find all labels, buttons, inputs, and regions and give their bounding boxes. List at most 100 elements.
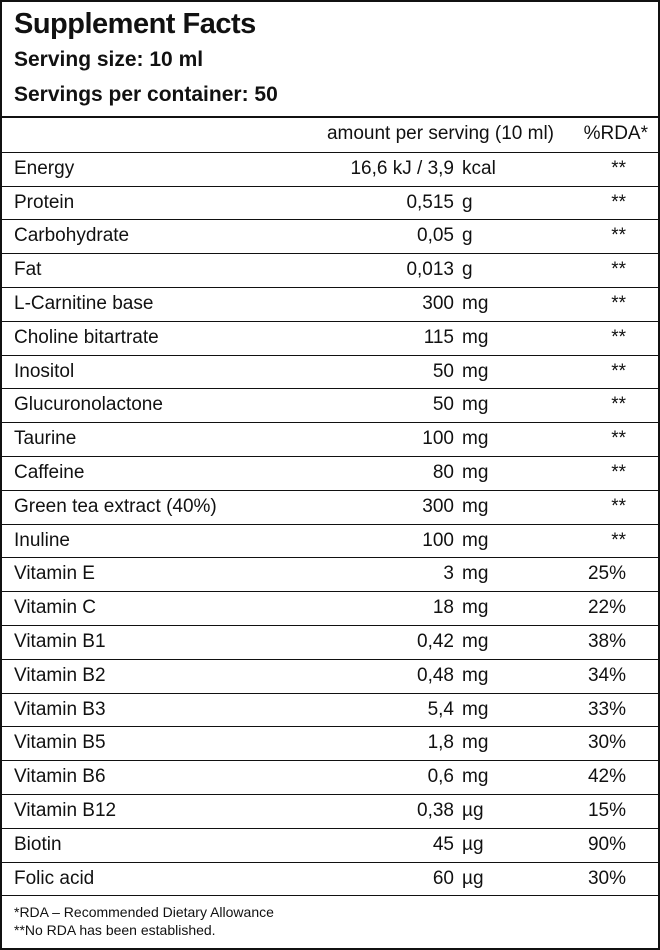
nutrient-name: Caffeine <box>14 462 85 483</box>
row-divider <box>2 625 658 626</box>
rda: ** <box>611 529 626 551</box>
unit: µg <box>462 867 484 889</box>
nutrient-name: Vitamin B5 <box>14 732 106 754</box>
unit: mg <box>462 563 489 585</box>
amount: 0,515 <box>406 191 454 213</box>
nutrient-name: Taurine <box>14 428 77 450</box>
unit: mg <box>462 495 489 517</box>
rda: 22% <box>587 597 626 619</box>
row-divider <box>2 151 658 153</box>
unit: mg <box>462 732 489 754</box>
rda: 33% <box>587 698 626 720</box>
nutrient-name: Protein <box>14 191 75 213</box>
row-divider <box>2 422 658 424</box>
column-header: amount per serving (10 ml) <box>326 123 554 144</box>
amount: 60 <box>432 867 454 889</box>
nutrient-name: Choline bitartrate <box>14 326 159 348</box>
rda: 15% <box>587 800 626 821</box>
rda: ** <box>611 394 626 416</box>
unit: mg <box>462 293 489 314</box>
unit: mg <box>462 428 489 450</box>
amount: 300 <box>422 495 454 517</box>
row-divider <box>2 591 658 593</box>
row-divider <box>2 287 658 288</box>
nutrient-name: Vitamin B12 <box>14 800 117 821</box>
row-divider <box>2 658 658 660</box>
nutrient-name: Vitamin B3 <box>14 698 106 720</box>
nutrient-name: Vitamin C <box>14 597 97 619</box>
row-divider <box>2 523 658 525</box>
rda: ** <box>611 326 626 348</box>
amount: 5,4 <box>427 698 454 720</box>
amount: 18 <box>432 597 454 619</box>
row-divider <box>2 726 658 728</box>
rda: ** <box>611 225 626 247</box>
unit: mg <box>462 529 489 551</box>
rda: 42% <box>587 766 626 788</box>
amount: 50 <box>432 360 454 382</box>
amount: 0,013 <box>406 259 454 281</box>
divider <box>2 116 658 118</box>
unit: µg <box>462 800 484 821</box>
servings-per-container: Servings per container: 50 <box>14 83 278 106</box>
nutrient-name: Glucuronolactone <box>14 394 163 416</box>
row-divider <box>2 320 658 322</box>
nutrient-name: Green tea extract (40%) <box>14 495 217 517</box>
amount: 300 <box>422 293 454 314</box>
nutrient-name: Folic acid <box>14 867 95 889</box>
row-divider <box>2 388 658 390</box>
footnote: **No RDA has been established. <box>14 922 216 939</box>
rda: ** <box>611 462 626 483</box>
rda: 30% <box>587 732 626 754</box>
rda: ** <box>611 191 626 213</box>
amount: 100 <box>422 529 454 551</box>
row-divider <box>2 253 658 255</box>
unit: mg <box>462 326 489 348</box>
unit: mg <box>462 698 489 720</box>
serving-size: Serving size: 10 ml <box>14 48 204 71</box>
amount: 45 <box>432 833 454 855</box>
unit: g <box>462 191 473 213</box>
row-divider <box>2 185 658 187</box>
nutrient-name: Vitamin B2 <box>14 664 106 686</box>
nutrient-name: Vitamin E <box>14 563 95 585</box>
unit: g <box>462 225 473 247</box>
nutrient-name: L-Carnitine base <box>14 293 154 314</box>
nutrient-name: Energy <box>14 157 75 179</box>
footnote: *RDA – Recommended Dietary Allowance <box>14 904 274 921</box>
row-divider <box>2 760 658 762</box>
rda: 30% <box>587 867 626 889</box>
rda: 25% <box>587 563 626 585</box>
unit: mg <box>462 631 489 652</box>
row-divider <box>2 219 658 221</box>
nutrient-name: Inuline <box>14 529 70 551</box>
unit: mg <box>462 664 489 686</box>
row-divider <box>2 456 658 457</box>
unit: mg <box>462 597 489 619</box>
row-divider <box>2 354 658 356</box>
rda: 38% <box>587 631 626 652</box>
rda: ** <box>611 428 626 450</box>
unit: mg <box>462 462 489 483</box>
amount: 0,38 <box>417 800 454 821</box>
amount: 0,05 <box>417 225 454 247</box>
rda: 90% <box>587 833 626 855</box>
amount: 80 <box>432 462 454 483</box>
row-divider <box>2 557 658 559</box>
rda: ** <box>611 495 626 517</box>
amount: 0,6 <box>427 766 454 788</box>
row-divider <box>2 489 658 491</box>
unit: g <box>462 259 473 281</box>
nutrient-name: Vitamin B1 <box>14 631 106 652</box>
amount: 0,48 <box>417 664 454 686</box>
title: Supplement Facts <box>14 8 256 40</box>
amount: 1,8 <box>427 732 454 754</box>
amount: 50 <box>432 394 454 416</box>
unit: mg <box>462 766 489 788</box>
unit: kcal <box>462 157 496 179</box>
nutrient-name: Biotin <box>14 833 62 855</box>
row-divider <box>2 692 658 694</box>
